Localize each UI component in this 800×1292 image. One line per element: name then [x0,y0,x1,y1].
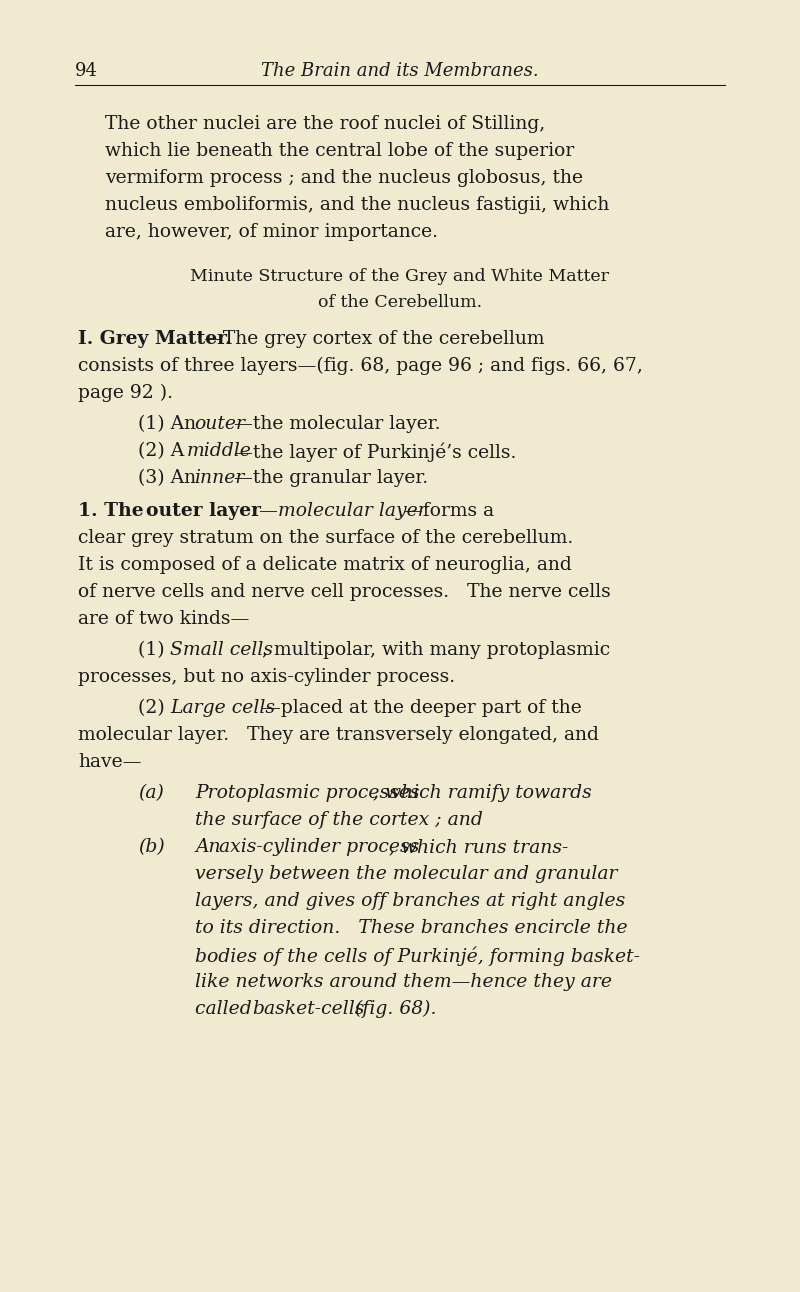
Text: Minute Structure of the Grey and White Matter: Minute Structure of the Grey and White M… [190,267,610,286]
Text: —: — [253,503,284,519]
Text: versely between the molecular and granular: versely between the molecular and granul… [195,866,618,882]
Text: —the granular layer.: —the granular layer. [234,469,429,487]
Text: bodies of the cells of Purkinjé, forming basket-: bodies of the cells of Purkinjé, formin… [195,946,640,965]
Text: (a): (a) [138,784,164,802]
Text: layers, and gives off branches at right angles: layers, and gives off branches at right … [195,891,626,910]
Text: The Brain and its Membranes.: The Brain and its Membranes. [261,62,539,80]
Text: outer: outer [194,415,246,433]
Text: An: An [195,839,226,857]
Text: , which ramify towards: , which ramify towards [373,784,592,802]
Text: are of two kinds—: are of two kinds— [78,610,250,628]
Text: (2): (2) [138,699,170,717]
Text: middle: middle [186,442,251,460]
Text: —the layer of Purkinjé’s cells.: —the layer of Purkinjé’s cells. [234,442,517,461]
Text: consists of three layers—(fig. 68, page 96 ; and figs. 66, 67,: consists of three layers—(fig. 68, page … [78,357,643,375]
Text: the surface of the cortex ; and: the surface of the cortex ; and [195,811,483,829]
Text: basket-cells: basket-cells [252,1000,364,1018]
Text: which lie beneath the central lobe of the superior: which lie beneath the central lobe of th… [105,142,574,160]
Text: (1) An: (1) An [138,415,202,433]
Text: molecular layer.   They are transversely elongated, and: molecular layer. They are transversely e… [78,726,599,744]
Text: Large cells: Large cells [170,699,275,717]
Text: inner: inner [194,469,245,487]
Text: (3) An: (3) An [138,469,202,487]
Text: like networks around them—hence they are: like networks around them—hence they are [195,973,612,991]
Text: of nerve cells and nerve cell processes.   The nerve cells: of nerve cells and nerve cell processes.… [78,583,610,601]
Text: , multipolar, with many protoplasmic: , multipolar, with many protoplasmic [262,641,610,659]
Text: —the molecular layer.: —the molecular layer. [234,415,441,433]
Text: page 92 ).: page 92 ). [78,384,173,402]
Text: of the Cerebellum.: of the Cerebellum. [318,295,482,311]
Text: (2) A: (2) A [138,442,190,460]
Text: 1. The: 1. The [78,503,150,519]
Text: (fig. 68).: (fig. 68). [349,1000,437,1018]
Text: —placed at the deeper part of the: —placed at the deeper part of the [262,699,582,717]
Text: I. Grey Matter.: I. Grey Matter. [78,329,232,348]
Text: —The grey cortex of the cerebellum: —The grey cortex of the cerebellum [203,329,544,348]
Text: have—: have— [78,753,142,771]
Text: nucleus emboliformis, and the nucleus fastigii, which: nucleus emboliformis, and the nucleus fa… [105,196,610,214]
Text: to its direction.   These branches encircle the: to its direction. These branches encircl… [195,919,628,937]
Text: called: called [195,1000,258,1018]
Text: Small cells: Small cells [170,641,273,659]
Text: (1): (1) [138,641,170,659]
Text: 94: 94 [75,62,98,80]
Text: axis-cylinder process: axis-cylinder process [219,839,419,857]
Text: (b): (b) [138,839,165,857]
Text: Protoplasmic processes: Protoplasmic processes [195,784,419,802]
Text: —forms a: —forms a [404,503,494,519]
Text: The other nuclei are the roof nuclei of Stilling,: The other nuclei are the roof nuclei of … [105,115,546,133]
Text: , which runs trans-: , which runs trans- [390,839,569,857]
Text: molecular layer: molecular layer [278,503,427,519]
Text: are, however, of minor importance.: are, however, of minor importance. [105,224,438,242]
Text: clear grey stratum on the surface of the cerebellum.: clear grey stratum on the surface of the… [78,528,574,547]
Text: outer layer: outer layer [146,503,261,519]
Text: It is composed of a delicate matrix of neuroglia, and: It is composed of a delicate matrix of n… [78,556,572,574]
Text: vermiform process ; and the nucleus globosus, the: vermiform process ; and the nucleus glob… [105,169,583,187]
Text: processes, but no axis-cylinder process.: processes, but no axis-cylinder process. [78,668,455,686]
